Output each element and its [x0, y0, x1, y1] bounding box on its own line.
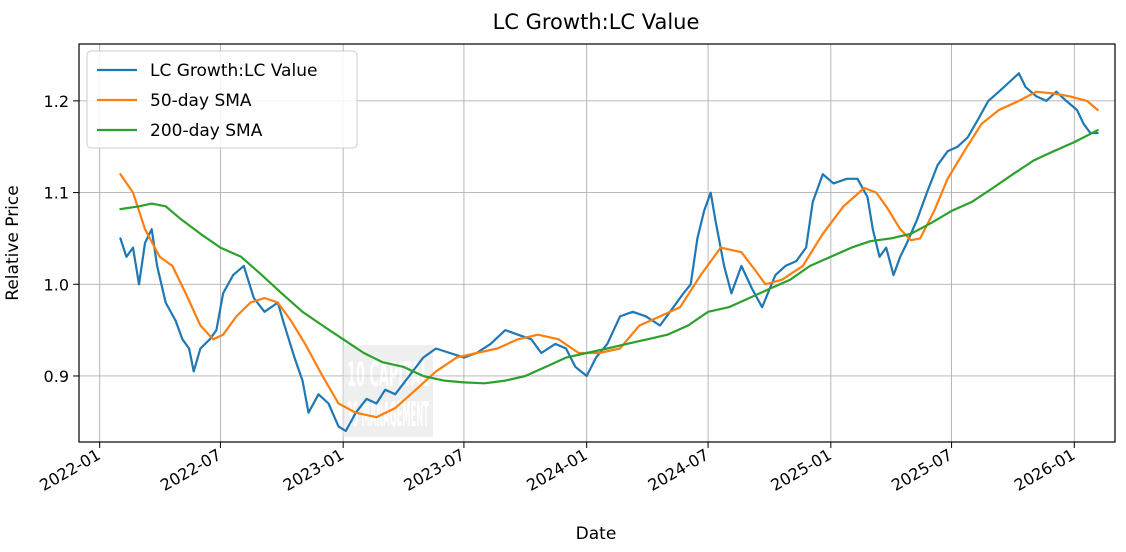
legend-label: 50-day SMA	[150, 91, 252, 111]
series-line-1	[119, 72, 1099, 433]
watermark-logo-top: 10 CAPITAL	[347, 355, 429, 395]
x-axis-label: Date	[576, 524, 617, 544]
y-tick-label: 0.9	[44, 367, 69, 386]
series-line-2	[119, 90, 1099, 419]
series-layer	[119, 72, 1099, 433]
plot-frame	[78, 43, 1116, 443]
chart-title: LC Growth:LC Value	[493, 10, 700, 34]
legend: LC Growth:LC Value 50-day SMA 200-day SMA	[86, 50, 358, 149]
legend-label: LC Growth:LC Value	[150, 61, 317, 81]
y-tick-label: 1.2	[44, 92, 69, 111]
y-tick-label: 1.1	[44, 184, 69, 203]
y-axis-label: Relative Price	[3, 185, 23, 300]
legend-box	[86, 50, 358, 149]
legend-label: 200-day SMA	[150, 121, 263, 141]
watermark-logo-bottom: 35 MANAGEMENT	[347, 395, 429, 435]
series-line-3	[119, 129, 1099, 385]
y-axis: 0.9 1.0 1.1 1.2	[44, 92, 79, 386]
y-tick-label: 1.0	[44, 275, 69, 294]
